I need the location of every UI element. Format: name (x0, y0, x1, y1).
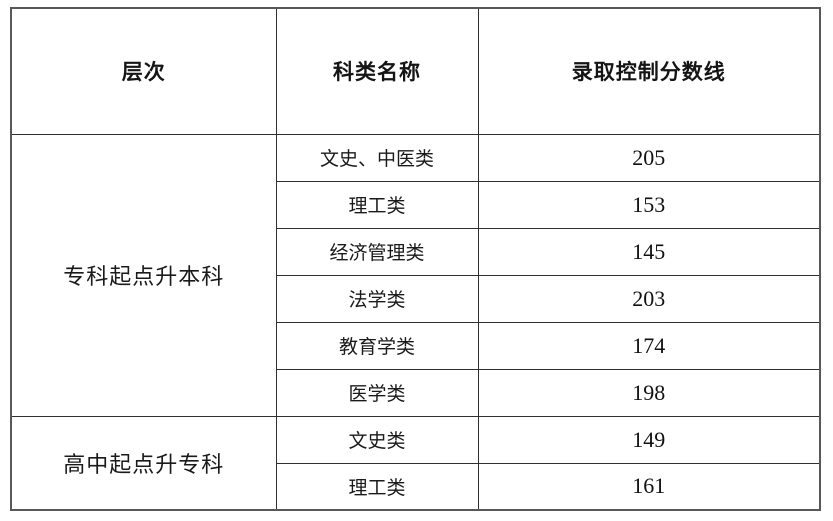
table-header-row: 层次 科类名称 录取控制分数线 (10, 7, 821, 135)
category-cell: 法学类 (275, 274, 479, 323)
table-row: 教育学类 174 (11, 321, 821, 370)
level-cell-upgrade-college: 高中起点升专科 (10, 415, 277, 511)
category-cell: 理工类 (275, 180, 479, 229)
table-row: 经济管理类 145 (11, 227, 821, 276)
category-cell: 文史、中医类 (275, 133, 479, 182)
category-cell: 教育学类 (275, 321, 479, 370)
category-cell: 文史类 (275, 415, 479, 464)
category-cell: 医学类 (275, 368, 479, 417)
header-score-line: 录取控制分数线 (477, 7, 821, 135)
table-row: 理工类 161 (11, 462, 821, 511)
score-cell: 203 (477, 274, 821, 323)
score-cell: 161 (477, 462, 821, 511)
table-row: 高中起点升专科 文史类 149 (10, 415, 821, 511)
score-cell: 145 (477, 227, 821, 276)
score-cell: 149 (477, 415, 821, 464)
level-cell-upgrade-bachelor: 专科起点升本科 (10, 133, 277, 417)
admission-score-table: 层次 科类名称 录取控制分数线 专科起点升本科 文史、中医类 205 理工类 1… (10, 7, 821, 511)
header-category: 科类名称 (275, 7, 479, 135)
score-cell: 198 (477, 368, 821, 417)
score-cell: 153 (477, 180, 821, 229)
table-row: 法学类 203 (11, 274, 821, 323)
score-cell: 174 (477, 321, 821, 370)
category-cell: 理工类 (275, 462, 479, 511)
header-level: 层次 (10, 7, 277, 135)
category-cell: 经济管理类 (275, 227, 479, 276)
table-row: 专科起点升本科 文史、中医类 205 (10, 133, 821, 417)
score-cell: 205 (477, 133, 821, 182)
